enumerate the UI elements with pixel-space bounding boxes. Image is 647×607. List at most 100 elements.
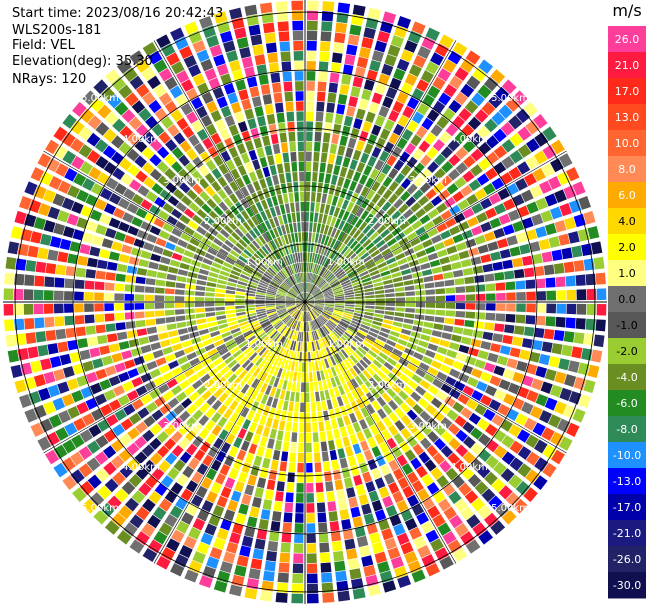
velocity-gate bbox=[299, 262, 302, 273]
velocity-gate bbox=[243, 248, 253, 258]
velocity-gate bbox=[306, 332, 309, 342]
velocity-gate bbox=[474, 109, 489, 123]
range-ring-label: 3.00km bbox=[409, 175, 447, 186]
velocity-gate bbox=[376, 172, 387, 184]
velocity-gate bbox=[239, 324, 250, 330]
velocity-gate bbox=[177, 269, 189, 277]
velocity-gate bbox=[30, 231, 42, 244]
velocity-gate bbox=[118, 505, 133, 520]
velocity-gate bbox=[204, 232, 215, 242]
velocity-gate bbox=[135, 531, 150, 546]
velocity-gate bbox=[229, 532, 241, 545]
velocity-gate bbox=[164, 295, 175, 302]
velocity-gate bbox=[491, 414, 505, 427]
velocity-gate bbox=[359, 130, 369, 142]
velocity-gate bbox=[270, 280, 280, 287]
velocity-gate bbox=[148, 99, 162, 114]
velocity-gate bbox=[193, 397, 205, 408]
velocity-gate bbox=[449, 514, 463, 529]
velocity-gate bbox=[362, 121, 373, 133]
velocity-gate bbox=[425, 188, 437, 200]
velocity-gate bbox=[339, 84, 350, 95]
velocity-gate bbox=[246, 335, 256, 343]
velocity-gate bbox=[324, 305, 335, 308]
velocity-gate bbox=[156, 325, 167, 333]
velocity-gate bbox=[74, 291, 84, 301]
velocity-gate bbox=[355, 452, 366, 464]
velocity-gate bbox=[354, 218, 364, 229]
velocity-gate bbox=[382, 189, 393, 200]
velocity-gate bbox=[309, 222, 313, 232]
velocity-gate bbox=[79, 480, 95, 496]
velocity-gate bbox=[319, 338, 325, 349]
velocity-gate bbox=[369, 269, 380, 277]
velocity-gate bbox=[228, 146, 239, 158]
velocity-gate bbox=[100, 502, 115, 518]
velocity-gate bbox=[228, 446, 239, 458]
velocity-gate bbox=[104, 478, 119, 493]
velocity-gate bbox=[129, 75, 144, 90]
velocity-gate bbox=[419, 379, 431, 390]
velocity-gate bbox=[55, 328, 67, 340]
velocity-gate bbox=[73, 173, 87, 187]
velocity-gate bbox=[195, 307, 205, 313]
velocity-gate bbox=[316, 192, 322, 203]
velocity-gate bbox=[334, 375, 342, 386]
velocity-gate bbox=[385, 297, 395, 302]
velocity-gate bbox=[531, 339, 543, 351]
velocity-gate bbox=[79, 243, 91, 255]
velocity-gate bbox=[493, 365, 506, 377]
velocity-gate bbox=[279, 389, 286, 400]
velocity-gate bbox=[321, 451, 329, 462]
velocity-gate bbox=[517, 161, 531, 175]
velocity-gate bbox=[329, 205, 336, 216]
velocity-gate bbox=[533, 327, 545, 339]
velocity-gate bbox=[306, 553, 317, 564]
velocity-gate bbox=[403, 226, 414, 236]
velocity-gate bbox=[241, 56, 254, 69]
velocity-gate bbox=[532, 422, 546, 436]
velocity-gate bbox=[114, 408, 127, 421]
velocity-gate bbox=[433, 323, 444, 331]
velocity-gate bbox=[72, 101, 87, 117]
velocity-gate bbox=[386, 339, 397, 347]
velocity-gate bbox=[496, 355, 509, 366]
velocity-gate bbox=[210, 459, 222, 472]
velocity-gate bbox=[378, 518, 390, 531]
velocity-gate bbox=[301, 302, 305, 311]
velocity-gate bbox=[319, 315, 327, 323]
velocity-gate bbox=[413, 416, 425, 428]
velocity-gate bbox=[46, 431, 60, 446]
velocity-gate bbox=[370, 273, 381, 280]
velocity-gate bbox=[62, 366, 75, 378]
velocity-gate bbox=[213, 388, 224, 399]
velocity-gate bbox=[298, 442, 305, 453]
velocity-gate bbox=[430, 195, 443, 207]
velocity-gate bbox=[309, 331, 313, 342]
velocity-gate bbox=[244, 140, 255, 152]
velocity-gate bbox=[466, 193, 479, 206]
velocity-gate bbox=[189, 331, 200, 339]
velocity-gate bbox=[129, 179, 142, 192]
velocity-gate bbox=[242, 221, 252, 232]
velocity-gate bbox=[299, 412, 305, 423]
velocity-gate bbox=[335, 300, 345, 302]
velocity-gate bbox=[288, 371, 294, 381]
velocity-gate bbox=[353, 118, 363, 130]
velocity-gate bbox=[350, 506, 361, 518]
velocity-gate bbox=[385, 293, 395, 298]
velocity-gate bbox=[291, 309, 299, 317]
velocity-gate bbox=[162, 371, 174, 382]
velocity-gate bbox=[64, 291, 74, 301]
velocity-gate bbox=[44, 316, 55, 328]
velocity-gate bbox=[131, 490, 146, 504]
velocity-gate bbox=[360, 343, 370, 352]
velocity-gate bbox=[281, 142, 289, 153]
velocity-gate bbox=[312, 307, 321, 315]
velocity-gate bbox=[354, 526, 366, 538]
velocity-gate bbox=[482, 331, 494, 341]
velocity-gate bbox=[463, 436, 476, 449]
velocity-gate bbox=[246, 261, 256, 269]
velocity-gate bbox=[272, 227, 280, 238]
velocity-gate bbox=[188, 560, 203, 574]
